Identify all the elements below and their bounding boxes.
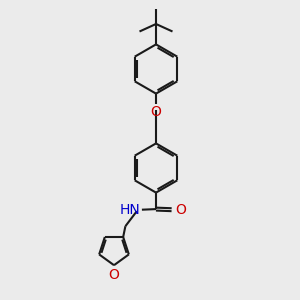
Text: O: O bbox=[109, 268, 119, 282]
Text: O: O bbox=[151, 105, 161, 119]
Text: O: O bbox=[175, 203, 186, 217]
Text: HN: HN bbox=[120, 203, 140, 217]
